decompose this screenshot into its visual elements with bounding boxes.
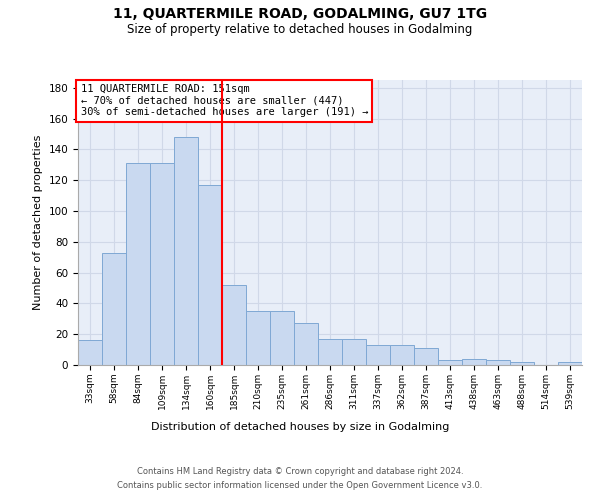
Bar	[102, 252, 126, 365]
Bar	[174, 137, 198, 365]
Bar	[246, 311, 270, 365]
Bar	[558, 362, 582, 365]
Text: Contains public sector information licensed under the Open Government Licence v3: Contains public sector information licen…	[118, 481, 482, 490]
Bar	[294, 324, 318, 365]
Bar	[342, 339, 366, 365]
Bar	[150, 163, 174, 365]
Bar	[414, 348, 438, 365]
Text: 11 QUARTERMILE ROAD: 151sqm
← 70% of detached houses are smaller (447)
30% of se: 11 QUARTERMILE ROAD: 151sqm ← 70% of det…	[80, 84, 368, 117]
Bar	[486, 360, 510, 365]
Bar	[198, 185, 222, 365]
Text: Contains HM Land Registry data © Crown copyright and database right 2024.: Contains HM Land Registry data © Crown c…	[137, 468, 463, 476]
Text: Distribution of detached houses by size in Godalming: Distribution of detached houses by size …	[151, 422, 449, 432]
Bar	[438, 360, 462, 365]
Bar	[390, 345, 414, 365]
Y-axis label: Number of detached properties: Number of detached properties	[33, 135, 43, 310]
Bar	[366, 345, 390, 365]
Bar	[78, 340, 102, 365]
Bar	[318, 339, 342, 365]
Bar	[270, 311, 294, 365]
Bar	[222, 285, 246, 365]
Text: Size of property relative to detached houses in Godalming: Size of property relative to detached ho…	[127, 22, 473, 36]
Bar	[510, 362, 534, 365]
Text: 11, QUARTERMILE ROAD, GODALMING, GU7 1TG: 11, QUARTERMILE ROAD, GODALMING, GU7 1TG	[113, 8, 487, 22]
Bar	[462, 359, 486, 365]
Bar	[126, 163, 150, 365]
